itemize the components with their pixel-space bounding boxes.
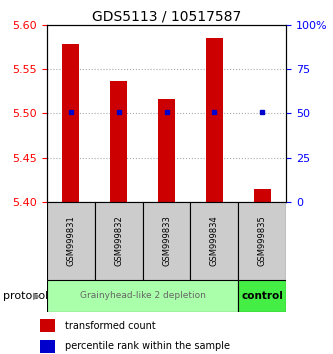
Text: GSM999832: GSM999832 <box>114 215 123 266</box>
Text: GSM999834: GSM999834 <box>210 215 219 266</box>
Text: percentile rank within the sample: percentile rank within the sample <box>65 342 230 352</box>
Title: GDS5113 / 10517587: GDS5113 / 10517587 <box>92 10 241 24</box>
Bar <box>190 202 238 280</box>
Text: ▶: ▶ <box>33 291 41 301</box>
Text: transformed count: transformed count <box>65 321 156 331</box>
Text: GSM999835: GSM999835 <box>258 215 267 266</box>
Text: GSM999833: GSM999833 <box>162 215 171 266</box>
Bar <box>238 280 286 312</box>
Bar <box>206 38 223 202</box>
Bar <box>158 99 175 202</box>
Bar <box>238 202 286 280</box>
Bar <box>47 202 95 280</box>
Bar <box>40 340 55 353</box>
Bar <box>47 280 238 312</box>
Bar <box>110 81 127 202</box>
Bar <box>95 202 143 280</box>
Text: GSM999831: GSM999831 <box>66 215 75 266</box>
Text: protocol: protocol <box>3 291 49 301</box>
Text: Grainyhead-like 2 depletion: Grainyhead-like 2 depletion <box>80 291 205 300</box>
Bar <box>254 189 271 202</box>
Text: control: control <box>241 291 283 301</box>
Bar <box>62 44 79 202</box>
Bar <box>40 319 55 332</box>
Bar <box>143 202 190 280</box>
